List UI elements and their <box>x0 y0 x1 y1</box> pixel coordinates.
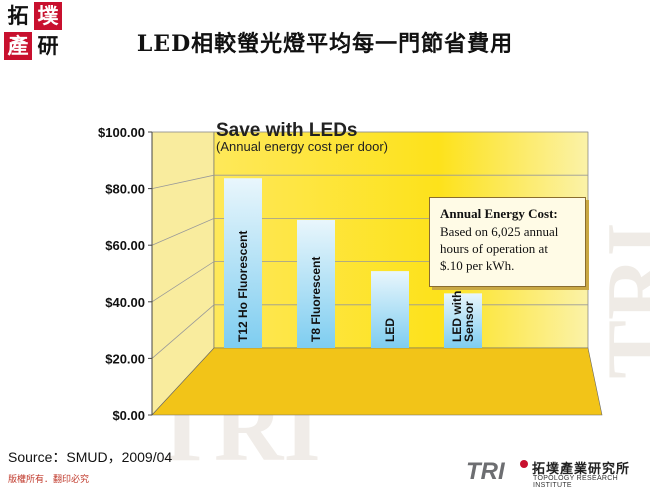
annotation-line: $.10 per kWh. <box>440 258 515 273</box>
tri-logo-dot <box>520 460 528 468</box>
chart-title: Save with LEDs <box>216 120 358 141</box>
y-tick-label: $0.00 <box>112 408 145 423</box>
bar-label: LED withSensor <box>450 291 476 342</box>
y-tick-label: $40.00 <box>105 295 145 310</box>
annotation-line: hours of operation at <box>440 241 548 256</box>
org-name-cn: 拓墣產業研究所 <box>532 462 631 477</box>
source-text: Source：SMUD，2009/04 <box>8 449 173 465</box>
bar <box>297 219 335 348</box>
logo-char: 產 <box>4 32 32 60</box>
copyright-text: 版權所有．翻印必究 <box>8 474 90 484</box>
chart-subtitle: (Annual energy cost per door) <box>216 139 388 154</box>
tri-logo-text: TRI <box>466 458 506 482</box>
org-name-en: TOPOLOGY RESEARCH INSTITUTE <box>533 475 618 489</box>
logo-char: 拓 <box>4 2 32 30</box>
y-tick-label: $100.00 <box>98 125 145 140</box>
slide-title: LED相較螢光燈平均每一門節省費用 <box>136 31 514 57</box>
bar-label: T8 Fluorescent <box>309 257 323 342</box>
annotation-box: Annual Energy Cost: Based on 6,025 annua… <box>429 197 586 287</box>
y-tick-label: $60.00 <box>105 238 145 253</box>
logo-char: 研 <box>34 32 62 60</box>
y-tick-label: $20.00 <box>105 351 145 366</box>
bar-label: LED <box>383 318 397 342</box>
bar-label: T12 Ho Fluorescent <box>236 231 250 342</box>
annotation-line: Based on 6,025 annual <box>440 224 559 239</box>
bar <box>371 271 409 348</box>
bar <box>444 293 482 348</box>
annotation-title: Annual Energy Cost: <box>440 206 558 221</box>
tri-logo: TRI <box>466 458 528 482</box>
gridline <box>151 174 588 189</box>
chart-floor <box>151 347 603 416</box>
bar <box>224 178 262 348</box>
logo: 拓 墣 產 研 <box>4 2 64 62</box>
logo-char: 墣 <box>34 2 62 30</box>
y-tick-label: $80.00 <box>105 182 145 197</box>
